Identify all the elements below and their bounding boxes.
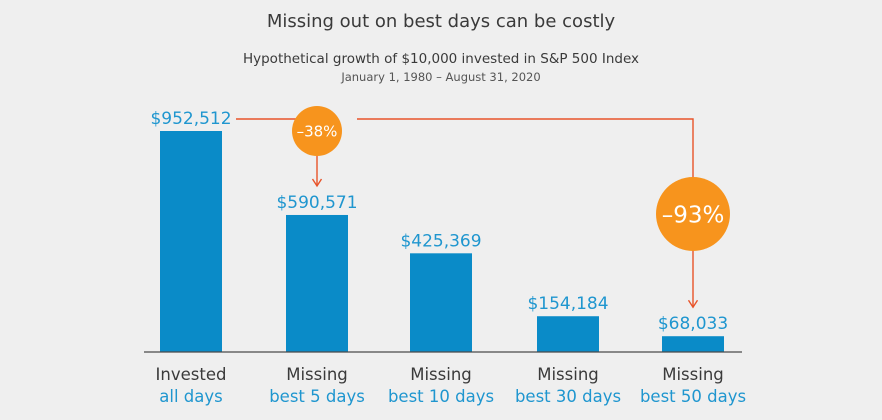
category-sublabel: best 30 days [515,387,621,406]
percent-change-badge [656,177,730,251]
category-sublabel: all days [159,387,222,406]
bar [160,131,222,352]
bar [537,316,599,352]
bar [662,336,724,352]
chart-subtitle: Hypothetical growth of $10,000 invested … [243,51,639,67]
percent-change-label: –38% [297,122,338,140]
bar-value-label: $425,369 [400,231,481,251]
bar-value-label: $68,033 [658,314,728,334]
bar [286,214,348,352]
bar-value-label: $154,184 [527,294,608,314]
value-labels-group: $952,512 $590,571 $425,369 $154,184 $68,033 [150,109,728,334]
category-label: Missing [662,365,724,384]
percent-change-label: –93% [662,202,725,228]
category-sublabel: best 10 days [388,387,494,406]
chart-title: Missing out on best days can be costly [267,11,616,32]
bar [410,253,472,352]
badges-group: –38% –93% [292,106,730,251]
arrow-head [687,299,699,309]
bars-group [160,131,724,352]
connector-line [357,118,694,308]
category-labels-group: Invested all days Missing best 5 days Missin… [156,365,747,406]
category-label: Missing [410,365,472,384]
bar-value-label: $952,512 [150,109,231,129]
category-sublabel: best 50 days [640,387,746,406]
arrow-head [311,178,323,188]
bar-value-label: $590,571 [276,193,357,213]
chart-date-range: January 1, 1980 – August 31, 2020 [340,70,540,84]
category-label: Missing [537,365,599,384]
percent-change-badge [292,106,342,156]
category-label: Invested [156,365,227,384]
category-label: Missing [286,365,348,384]
category-sublabel: best 5 days [269,387,365,406]
